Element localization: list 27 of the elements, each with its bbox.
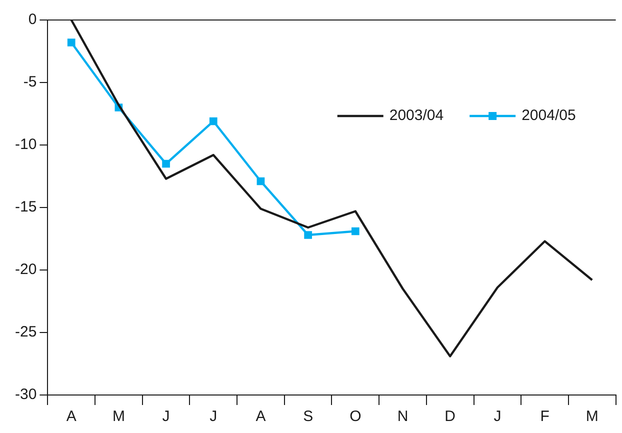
- point: [351, 227, 360, 236]
- point: [209, 117, 218, 126]
- legend-label: 2004/05: [522, 107, 576, 124]
- point: [304, 231, 312, 239]
- x-tick-label: M: [586, 408, 598, 426]
- legend-label: 2003/04: [389, 107, 444, 124]
- x-tick-label: J: [162, 408, 170, 426]
- x-tick-label: J: [210, 408, 218, 426]
- y-tick-label: -5: [23, 74, 37, 91]
- x-tick-label: O: [350, 408, 362, 426]
- y-tick-label: 0: [28, 11, 37, 28]
- x-tick-label: M: [112, 408, 125, 426]
- x-tick-label: S: [303, 408, 314, 426]
- point: [256, 177, 265, 186]
- y-tick-label: -15: [14, 198, 37, 216]
- x-tick-label: D: [444, 408, 456, 426]
- x-tick-label: A: [66, 408, 76, 426]
- y-tick-label: -25: [14, 324, 37, 341]
- point: [67, 38, 76, 46]
- point: [162, 160, 170, 168]
- x-tick-label: A: [256, 408, 266, 426]
- y-tick-label: -30: [14, 386, 37, 404]
- y-tick-label: -20: [14, 261, 37, 278]
- y-tick-label: -10: [14, 136, 37, 154]
- x-tick-label: J: [494, 408, 502, 426]
- x-tick-label: N: [397, 408, 408, 426]
- x-tick-label: F: [540, 408, 550, 426]
